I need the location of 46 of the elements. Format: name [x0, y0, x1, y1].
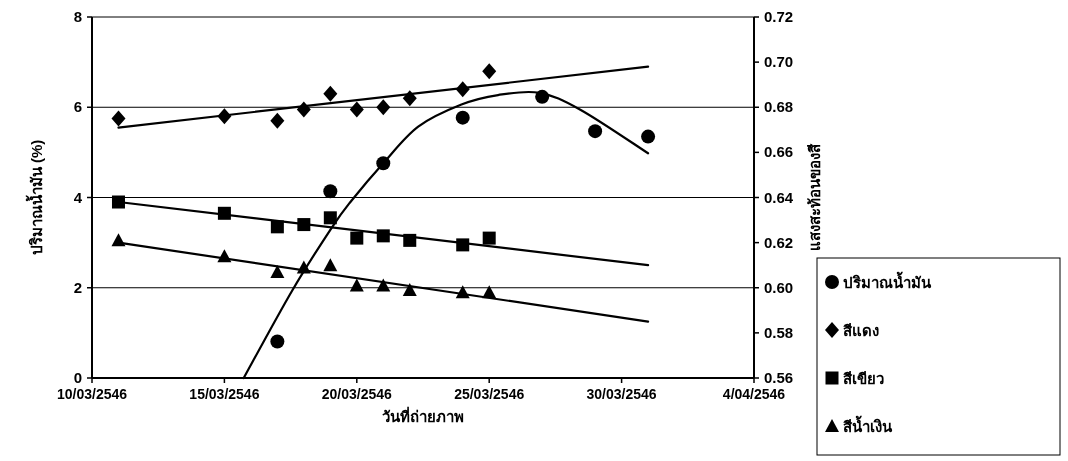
point: [482, 63, 497, 80]
point: [588, 124, 603, 139]
point: [111, 110, 126, 127]
y2-tick-label: 0.56: [764, 369, 794, 386]
y2-tick-label: 0.60: [764, 278, 794, 296]
x-axis-title: วันที่ถ่ายภาพ: [382, 406, 464, 425]
point: [455, 110, 470, 125]
point: [402, 283, 417, 297]
legend-label: สีแดง: [843, 322, 879, 339]
x-tick-label: 25/03/2546: [454, 386, 525, 402]
point: [270, 112, 285, 129]
y2-tick-label: 0.66: [764, 143, 794, 161]
y-tick-label: 2: [73, 278, 82, 296]
point: [350, 231, 364, 245]
legend-label: สีเขียว: [843, 370, 884, 387]
legend-label: สีน้ำเงิน: [843, 415, 893, 435]
y-tick-label: 6: [73, 98, 82, 116]
y2-tick-label: 0.58: [764, 323, 794, 341]
point: [323, 184, 338, 199]
legend-label: ปริมาณน้ำมัน: [843, 271, 932, 291]
x-tick-label: 20/03/2546: [321, 386, 393, 402]
x-tick-label: 30/03/2546: [586, 386, 657, 402]
point: [641, 129, 656, 144]
point: [270, 334, 285, 349]
y2-tick-label: 0.70: [764, 53, 794, 71]
point: [270, 264, 285, 278]
y2-axis-title: แสงสะท้อนของสี: [806, 143, 823, 251]
point: [349, 101, 364, 118]
x-tick-label: 15/03/2546: [189, 386, 260, 402]
point: [323, 258, 338, 272]
point: [323, 211, 337, 225]
y2-tick-label: 0.72: [764, 8, 794, 25]
y-axis-title: ปริมาณน้ำมัน (%): [25, 139, 45, 256]
point: [349, 278, 364, 292]
point: [482, 231, 496, 245]
y-tick-label: 0: [73, 369, 82, 386]
point: [323, 85, 338, 102]
y-tick-label: 4: [73, 188, 83, 206]
x-tick-label: 4/04/2546: [722, 386, 786, 402]
y2-tick-label: 0.62: [764, 233, 794, 251]
y-tick-label: 8: [73, 8, 82, 25]
y2-tick-label: 0.68: [764, 98, 794, 116]
y2-tick-label: 0.64: [764, 188, 794, 206]
x-tick-label: 10/03/2546: [56, 386, 128, 402]
point: [111, 195, 125, 209]
point: [376, 99, 391, 116]
